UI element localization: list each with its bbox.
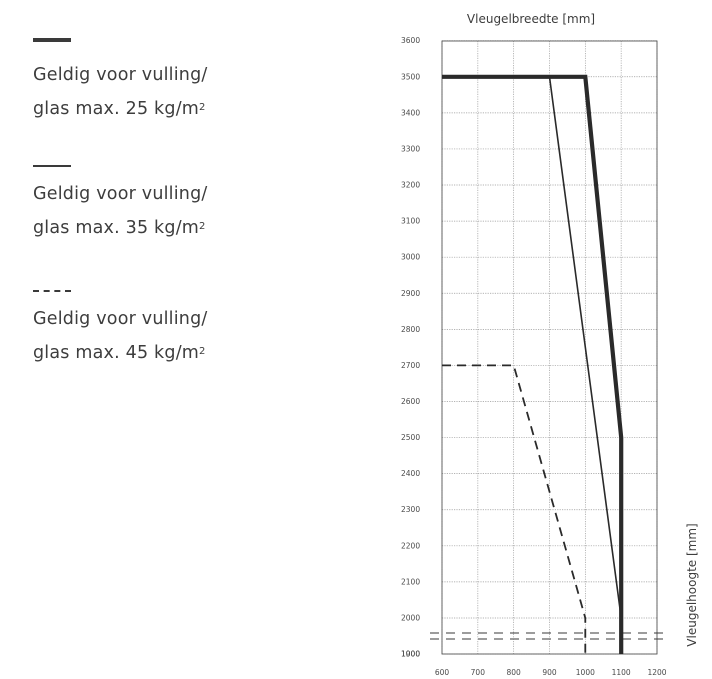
y-tick-label: 2600 bbox=[401, 397, 420, 406]
legend-label-35kg: Geldig voor vulling/ glas max. 35 kg/m2 bbox=[33, 177, 208, 245]
y-tick-label: 2100 bbox=[401, 577, 420, 586]
legend-swatch-thick bbox=[33, 38, 71, 42]
legend-label-line1: Geldig voor vulling/ bbox=[33, 309, 208, 329]
legend-label-45kg: Geldig voor vulling/ glas max. 45 kg/m2 bbox=[33, 302, 208, 370]
x-tick-label: 1000 bbox=[576, 668, 595, 677]
x-axis-title: Vleugelbreedte [mm] bbox=[467, 12, 595, 26]
legend-label-sup: 2 bbox=[199, 346, 206, 357]
x-tick-label: 700 bbox=[471, 668, 486, 677]
plot-frame bbox=[441, 40, 658, 655]
x-tick-label: 1100 bbox=[612, 668, 631, 677]
y-tick-label: 1900 bbox=[401, 650, 420, 659]
y-tick-label: 3100 bbox=[401, 217, 420, 226]
y-tick-label: 2400 bbox=[401, 469, 420, 478]
x-tick-label: 600 bbox=[435, 668, 450, 677]
legend-swatch-thin bbox=[33, 165, 71, 167]
y-tick-label: 2300 bbox=[401, 505, 420, 514]
series-line-thin bbox=[548, 76, 623, 654]
legend-label-line2: glas max. 25 kg/m2 bbox=[33, 99, 206, 119]
y-tick-label: 2700 bbox=[401, 361, 420, 370]
y-axis-title: Vleugelhoogte [mm] bbox=[685, 523, 699, 646]
y-tick-label: 2900 bbox=[401, 289, 420, 298]
legend-label-line1: Geldig voor vulling/ bbox=[33, 184, 208, 204]
series-line-thick bbox=[442, 74, 624, 654]
y-tick-label: 2500 bbox=[401, 433, 420, 442]
legend-label-sup: 2 bbox=[199, 102, 206, 113]
y-tick-label: 2000 bbox=[401, 613, 420, 622]
x-tick-label: 1200 bbox=[647, 668, 666, 677]
series-line-dashed bbox=[442, 364, 587, 654]
x-tick-label: 800 bbox=[507, 668, 522, 677]
y-tick-label: 3400 bbox=[401, 108, 420, 117]
y-tick-label: 3600 bbox=[401, 36, 420, 45]
y-tick-label: 3000 bbox=[401, 253, 420, 262]
y-tick-label: 3200 bbox=[401, 181, 420, 190]
legend-swatch-dashed bbox=[33, 290, 71, 292]
y-tick-label: 2200 bbox=[401, 541, 420, 550]
x-tick-label: 900 bbox=[542, 668, 557, 677]
y-tick-label: 1000 bbox=[401, 650, 420, 659]
legend-label-line2: glas max. 35 kg/m2 bbox=[33, 218, 206, 238]
legend-label-25kg: Geldig voor vulling/ glas max. 25 kg/m2 bbox=[33, 58, 208, 126]
y-tick-label: 2800 bbox=[401, 325, 420, 334]
legend-label-line2: glas max. 45 kg/m2 bbox=[33, 343, 206, 363]
y-tick-label: 3300 bbox=[401, 144, 420, 153]
y-tick-label: 3500 bbox=[401, 72, 420, 81]
legend-label-line1: Geldig voor vulling/ bbox=[33, 65, 208, 85]
legend-label-sup: 2 bbox=[199, 221, 206, 232]
